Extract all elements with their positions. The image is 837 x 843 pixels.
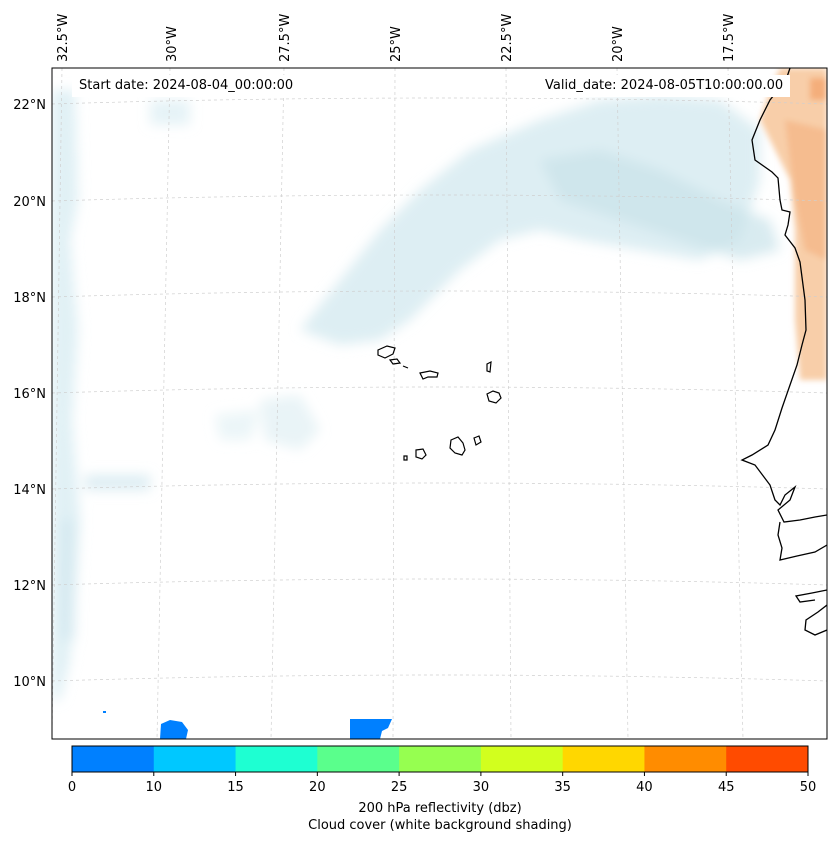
- colorbar-ticks: 0 10 15 20 25 30 35 40 45 50: [68, 772, 816, 795]
- colorbar-tick-label: 45: [718, 780, 735, 795]
- start-date-label: Start date: 2024-08-04_00:00:00: [72, 75, 301, 97]
- reflectivity-cells: [103, 711, 392, 739]
- cloud-cover-shading: [52, 90, 780, 700]
- africa-coastline: [740, 68, 827, 636]
- colorbar-frame: [71, 745, 809, 773]
- colorbar-swatch: [562, 746, 645, 772]
- svg-text:22.5°W: 22.5°W: [500, 14, 515, 62]
- colorbar: 0 10 15 20 25 30 35 40 45 50: [68, 745, 816, 795]
- colorbar-tick-label: 40: [636, 780, 653, 795]
- colorbar-sublabel: Cloud cover (white background shading): [308, 818, 572, 833]
- svg-text:14°N: 14°N: [13, 483, 46, 498]
- colorbar-tick-label: 30: [473, 780, 490, 795]
- colorbar-swatch: [726, 746, 809, 772]
- warm-shading: [760, 68, 827, 380]
- latitude-labels: 22°N 20°N 18°N 16°N 14°N 12°N 10°N: [13, 98, 46, 690]
- colorbar-swatch: [72, 746, 155, 772]
- colorbar-swatch: [399, 746, 482, 772]
- svg-text:16°N: 16°N: [13, 387, 46, 402]
- colorbar-label: 200 hPa reflectivity (dbz): [358, 801, 522, 816]
- svg-text:18°N: 18°N: [13, 291, 46, 306]
- cape-verde-islands: [377, 345, 502, 461]
- colorbar-tick-label: 25: [391, 780, 408, 795]
- svg-text:17.5°W: 17.5°W: [722, 14, 737, 62]
- colorbar-swatch: [317, 746, 400, 772]
- valid-date-label: Valid_date: 2024-08-05T10:00:00.00: [538, 75, 791, 97]
- colorbar-swatch: [480, 746, 564, 772]
- svg-text:22°N: 22°N: [13, 98, 46, 113]
- colorbar-tick-label: 50: [800, 780, 817, 795]
- svg-text:30°W: 30°W: [165, 26, 180, 62]
- colorbar-tick-label: 20: [309, 780, 326, 795]
- colorbar-tick-label: 35: [554, 780, 571, 795]
- svg-text:20°W: 20°W: [611, 26, 626, 62]
- colorbar-swatch: [644, 746, 727, 772]
- svg-text:25°W: 25°W: [389, 26, 404, 62]
- longitude-labels: 32.5°W 30°W 27.5°W 25°W 22.5°W 20°W 17.5…: [56, 14, 737, 62]
- colorbar-swatch: [235, 746, 318, 772]
- svg-text:32.5°W: 32.5°W: [56, 14, 71, 62]
- svg-text:20°N: 20°N: [13, 195, 46, 210]
- svg-text:10°N: 10°N: [13, 675, 46, 690]
- gridlines: [52, 68, 827, 739]
- colorbar-swatches: [72, 746, 809, 772]
- map-area: [52, 68, 827, 739]
- colorbar-swatch: [153, 746, 237, 772]
- colorbar-tick-label: 15: [227, 780, 244, 795]
- colorbar-tick-label: 0: [68, 780, 76, 795]
- map-frame: [51, 67, 828, 740]
- svg-text:27.5°W: 27.5°W: [278, 14, 293, 62]
- colorbar-tick-label: 10: [146, 780, 163, 795]
- svg-text:12°N: 12°N: [13, 579, 46, 594]
